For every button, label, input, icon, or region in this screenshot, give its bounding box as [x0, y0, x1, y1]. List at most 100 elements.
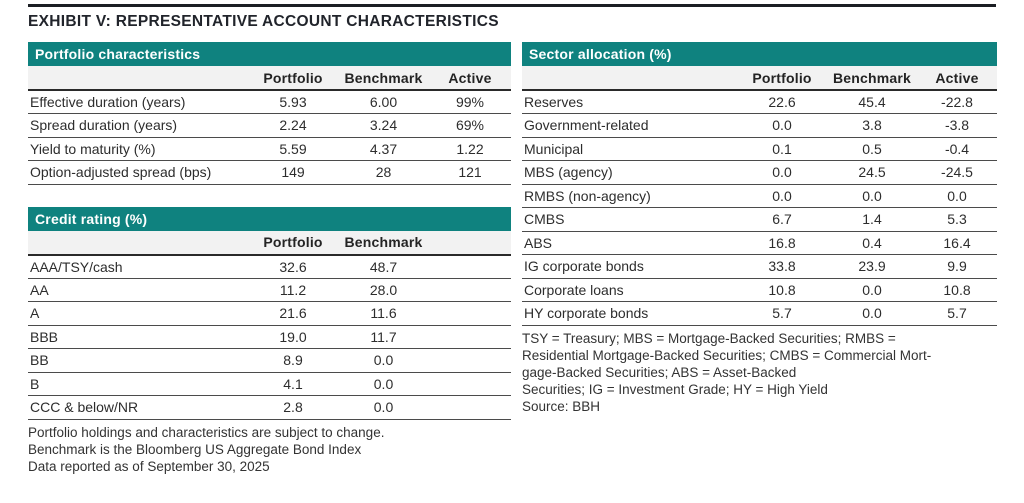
- cell-value: 28: [338, 160, 429, 185]
- row-label: AAA/TSY/cash: [28, 254, 248, 279]
- cell-value: -22.8: [917, 90, 997, 114]
- table-row: Government-related 0.0 3.8 -3.8: [522, 113, 997, 138]
- footnote-line: Portfolio holdings and characteristics a…: [28, 424, 385, 440]
- table-row: ABS 16.8 0.4 16.4: [522, 231, 997, 255]
- table-row: AAA/TSY/cash 32.6 48.7: [28, 254, 511, 279]
- row-label: Option-adjusted spread (bps): [28, 160, 248, 185]
- cell-value: 3.8: [827, 113, 917, 138]
- table-row: HY corporate bonds 5.7 0.0 5.7: [522, 301, 997, 326]
- footnote-line: Source: BBH: [522, 399, 601, 415]
- left-column: Portfolio characteristics Portfolio Bench…: [28, 42, 511, 475]
- portfolio-characteristics-grid: Portfolio Benchmark Active Effective durati…: [28, 66, 511, 185]
- column-header: Active: [429, 66, 511, 91]
- column-header: Benchmark: [827, 66, 917, 91]
- table-row: Effective duration (years) 5.93 6.00 99%: [28, 90, 511, 114]
- right-footnotes: TSY = Treasury; MBS = Mortgage-Backed Se…: [522, 330, 997, 416]
- row-label: Yield to maturity (%): [28, 137, 248, 161]
- cell-value: 21.6: [248, 301, 338, 326]
- row-label: ABS: [522, 231, 737, 255]
- table-row: B 4.1 0.0: [28, 372, 511, 396]
- footnote-line: gage-Backed Securities; ABS = Asset-Back…: [522, 364, 797, 380]
- table-row: BBB 19.0 11.7: [28, 325, 511, 349]
- table-row: Option-adjusted spread (bps) 149 28 121: [28, 160, 511, 185]
- row-label: IG corporate bonds: [522, 254, 737, 279]
- row-label: B: [28, 372, 248, 396]
- cell-value: 11.7: [338, 325, 429, 349]
- table-title-bar-sector-allocation: Sector allocation (%): [522, 42, 997, 66]
- header-row: Portfolio Benchmark Active: [522, 66, 997, 91]
- cell-value: 28.0: [338, 278, 429, 302]
- footnote-line: Benchmark is the Bloomberg US Aggregate …: [28, 441, 362, 457]
- column-header-empty: [28, 230, 248, 256]
- table-row: MBS (agency) 0.0 24.5 -24.5: [522, 160, 997, 185]
- cell-value: 6.00: [338, 90, 429, 114]
- cell-value: 5.3: [917, 207, 997, 232]
- table-title-bar-credit-rating: Credit rating (%): [28, 206, 511, 231]
- column-header: Benchmark: [338, 66, 429, 91]
- cell-value: 32.6: [248, 254, 338, 279]
- cell-value: 6.7: [737, 207, 827, 232]
- row-label: Effective duration (years): [28, 90, 248, 114]
- cell-value: 33.8: [737, 254, 827, 279]
- table-row: Corporate loans 10.8 0.0 10.8: [522, 278, 997, 302]
- left-footnotes: Portfolio holdings and characteristics a…: [28, 424, 511, 476]
- cell-empty: [429, 348, 511, 373]
- right-column: Sector allocation (%) Portfolio Benchmark…: [522, 42, 997, 416]
- cell-value: 5.7: [917, 301, 997, 326]
- column-header-empty: [522, 66, 737, 91]
- cell-value: 0.0: [737, 113, 827, 138]
- column-header: Portfolio: [737, 66, 827, 91]
- cell-value: 23.9: [827, 254, 917, 279]
- cell-value: -3.8: [917, 113, 997, 138]
- cell-value: 48.7: [338, 254, 429, 279]
- row-label: Reserves: [522, 90, 737, 114]
- cell-value: 2.8: [248, 395, 338, 420]
- table-row: IG corporate bonds 33.8 23.9 9.9: [522, 254, 997, 279]
- cell-value: -0.4: [917, 137, 997, 161]
- table-row: Municipal 0.1 0.5 -0.4: [522, 137, 997, 161]
- row-label: BB: [28, 348, 248, 373]
- cell-value: 0.0: [827, 184, 917, 208]
- row-label: Government-related: [522, 113, 737, 138]
- cell-value: 24.5: [827, 160, 917, 185]
- cell-value: 99%: [429, 90, 511, 114]
- cell-value: 5.7: [737, 301, 827, 326]
- cell-value: 16.4: [917, 231, 997, 255]
- row-label: HY corporate bonds: [522, 301, 737, 326]
- cell-value: 8.9: [248, 348, 338, 373]
- credit-rating-grid: Portfolio Benchmark AAA/TSY/cash 32.6 48.7 AA…: [28, 230, 511, 420]
- cell-value: 4.1: [248, 372, 338, 396]
- cell-value: 9.9: [917, 254, 997, 279]
- table-row: BB 8.9 0.0: [28, 348, 511, 373]
- cell-empty: [429, 254, 511, 279]
- row-label: BBB: [28, 325, 248, 349]
- cell-value: 0.5: [827, 137, 917, 161]
- table-row: Yield to maturity (%) 5.59 4.37 1.22: [28, 137, 511, 161]
- exhibit-title: EXHIBIT V: REPRESENTATIVE ACCOUNT CHARAC…: [28, 13, 499, 30]
- portfolio-characteristics-table: Portfolio characteristics Portfolio Bench…: [28, 42, 511, 185]
- cell-empty: [429, 325, 511, 349]
- cell-value: 0.0: [338, 372, 429, 396]
- footnote-line: Data reported as of September 30, 2025: [28, 458, 270, 474]
- row-label: Spread duration (years): [28, 113, 248, 138]
- row-label: Corporate loans: [522, 278, 737, 302]
- table-row: Spread duration (years) 2.24 3.24 69%: [28, 113, 511, 138]
- cell-value: 3.24: [338, 113, 429, 138]
- cell-value: -24.5: [917, 160, 997, 185]
- header-row: Portfolio Benchmark: [28, 230, 511, 256]
- cell-value: 1.4: [827, 207, 917, 232]
- header-row: Portfolio Benchmark Active: [28, 66, 511, 91]
- cell-value: 0.0: [737, 160, 827, 185]
- row-label: CMBS: [522, 207, 737, 232]
- row-label: CCC & below/NR: [28, 395, 248, 420]
- row-label: A: [28, 301, 248, 326]
- cell-value: 2.24: [248, 113, 338, 138]
- column-header: Benchmark: [338, 230, 429, 256]
- column-header: Portfolio: [248, 66, 338, 91]
- row-label: AA: [28, 278, 248, 302]
- cell-empty: [429, 395, 511, 420]
- cell-value: 0.0: [737, 184, 827, 208]
- cell-value: 0.0: [827, 301, 917, 326]
- cell-value: 10.8: [917, 278, 997, 302]
